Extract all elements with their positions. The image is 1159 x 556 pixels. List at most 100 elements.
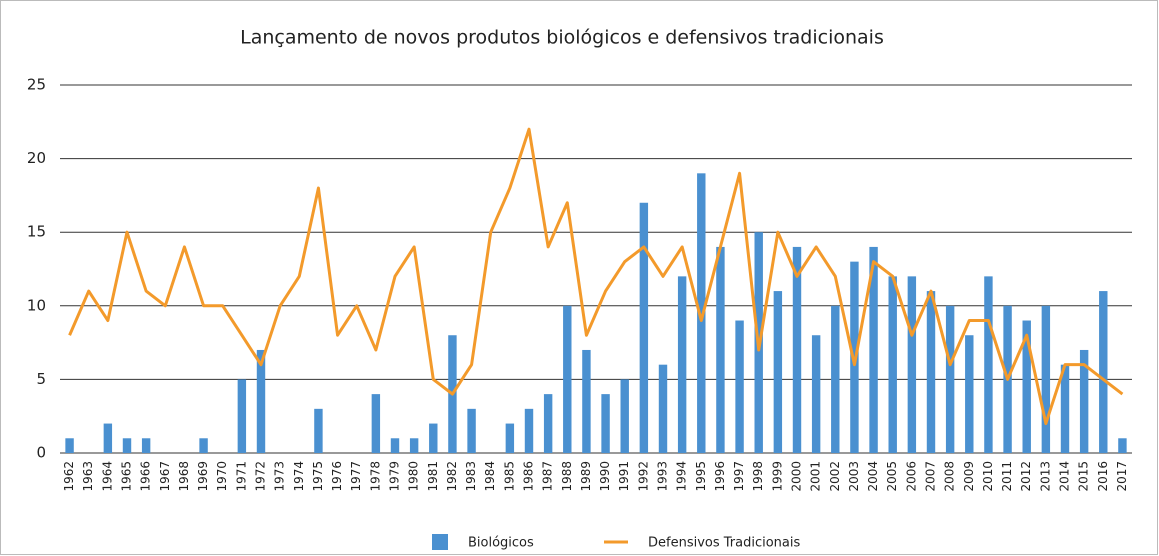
x-tick-label: 1988 — [560, 461, 574, 492]
x-tick-label: 1982 — [445, 461, 459, 492]
x-tick-label: 1980 — [407, 461, 421, 492]
x-tick-label: 1985 — [502, 461, 516, 492]
y-tick-label: 20 — [27, 149, 46, 167]
bar — [658, 364, 668, 453]
bar — [199, 438, 208, 453]
x-tick-label: 2013 — [1038, 461, 1052, 492]
x-tick-label: 2008 — [943, 461, 957, 492]
x-tick-label: 1977 — [349, 461, 363, 492]
x-tick-label: 1966 — [139, 461, 153, 492]
x-tick-label: 1971 — [234, 461, 248, 492]
x-tick-label: 1970 — [215, 461, 229, 492]
bar — [467, 408, 476, 453]
x-tick-label: 2003 — [847, 461, 861, 492]
bar — [831, 305, 840, 453]
chart-title: Lançamento de novos produtos biológicos … — [240, 27, 884, 49]
x-tick-label: 1990 — [598, 461, 612, 492]
bar — [735, 320, 744, 453]
x-tick-label: 2015 — [1077, 461, 1091, 492]
x-tick-label: 1973 — [273, 461, 287, 492]
y-tick-label: 0 — [36, 444, 46, 462]
bar — [256, 349, 266, 453]
x-tick-label: 1983 — [464, 461, 478, 492]
x-tick-label: 1974 — [292, 461, 306, 492]
x-tick-label: 2009 — [962, 461, 976, 492]
x-tick-label: 2007 — [924, 461, 938, 492]
y-tick-label: 10 — [27, 296, 46, 314]
x-tick-label: 1979 — [388, 461, 402, 492]
bar — [965, 335, 974, 453]
y-tick-label: 25 — [27, 76, 46, 94]
bar — [65, 438, 74, 453]
bar — [697, 173, 706, 453]
x-tick-label: 1978 — [368, 461, 382, 492]
x-tick-label: 1989 — [579, 461, 593, 492]
x-tick-label: 1994 — [675, 461, 689, 492]
bar — [103, 423, 113, 453]
bar — [907, 276, 917, 453]
legend-label: Defensivos Tradicionais — [648, 536, 800, 551]
x-tick-label: 1996 — [713, 461, 727, 492]
bar — [409, 438, 419, 453]
bar — [792, 246, 802, 453]
bar — [773, 291, 783, 453]
x-tick-label: 2001 — [809, 461, 823, 492]
x-tick-label: 2017 — [1115, 461, 1129, 492]
x-tick-label: 1967 — [158, 461, 172, 492]
x-tick-label: 2002 — [828, 461, 842, 492]
bar — [1022, 320, 1031, 453]
bar — [524, 408, 534, 453]
bar — [563, 305, 572, 453]
bar — [945, 305, 955, 453]
x-tick-label: 1968 — [177, 461, 191, 492]
bar — [1118, 438, 1127, 453]
x-tick-label: 1991 — [617, 461, 631, 492]
x-tick-label: 1975 — [311, 461, 325, 492]
x-tick-label: 2010 — [981, 461, 995, 492]
bar — [716, 246, 725, 453]
x-tick-label: 1998 — [751, 461, 765, 492]
bar — [888, 276, 897, 453]
x-tick-label: 1962 — [62, 461, 76, 492]
bar — [1099, 291, 1108, 453]
bar — [237, 379, 247, 453]
bar — [429, 423, 438, 453]
bar — [620, 379, 629, 453]
x-tick-label: 1964 — [100, 461, 114, 492]
x-tick-label: 2000 — [790, 461, 804, 492]
x-tick-label: 1986 — [522, 461, 536, 492]
legend-label: Biológicos — [468, 536, 534, 551]
x-tick-label: 1972 — [254, 461, 268, 492]
bar — [505, 423, 515, 453]
bar — [1060, 364, 1070, 453]
bar — [869, 246, 878, 453]
x-tick-label: 1992 — [636, 461, 650, 492]
x-tick-label: 1997 — [732, 461, 746, 492]
x-tick-label: 1969 — [196, 461, 210, 492]
bar — [1079, 349, 1089, 453]
x-tick-label: 2006 — [904, 461, 918, 492]
y-tick-label: 5 — [36, 370, 46, 388]
bar — [141, 438, 151, 453]
x-tick-label: 1965 — [120, 461, 134, 492]
x-tick-label: 1981 — [426, 461, 440, 492]
x-tick-label: 1995 — [694, 461, 708, 492]
bar — [582, 349, 591, 453]
x-tick-label: 1984 — [483, 461, 497, 492]
bar — [390, 438, 400, 453]
x-tick-label: 1976 — [330, 461, 344, 492]
bar — [543, 394, 553, 453]
x-tick-label: 1963 — [81, 461, 95, 492]
line — [68, 127, 1124, 426]
x-tick-label: 2012 — [1019, 461, 1033, 492]
bar — [314, 408, 323, 453]
bar — [984, 276, 993, 453]
bar — [122, 438, 132, 453]
x-tick-label: 2014 — [1058, 461, 1072, 492]
y-tick-label: 15 — [27, 223, 46, 241]
x-tick-label: 2004 — [866, 461, 880, 492]
bar — [371, 394, 381, 453]
x-tick-label: 1993 — [656, 461, 670, 492]
x-tick-label: 2005 — [885, 461, 899, 492]
